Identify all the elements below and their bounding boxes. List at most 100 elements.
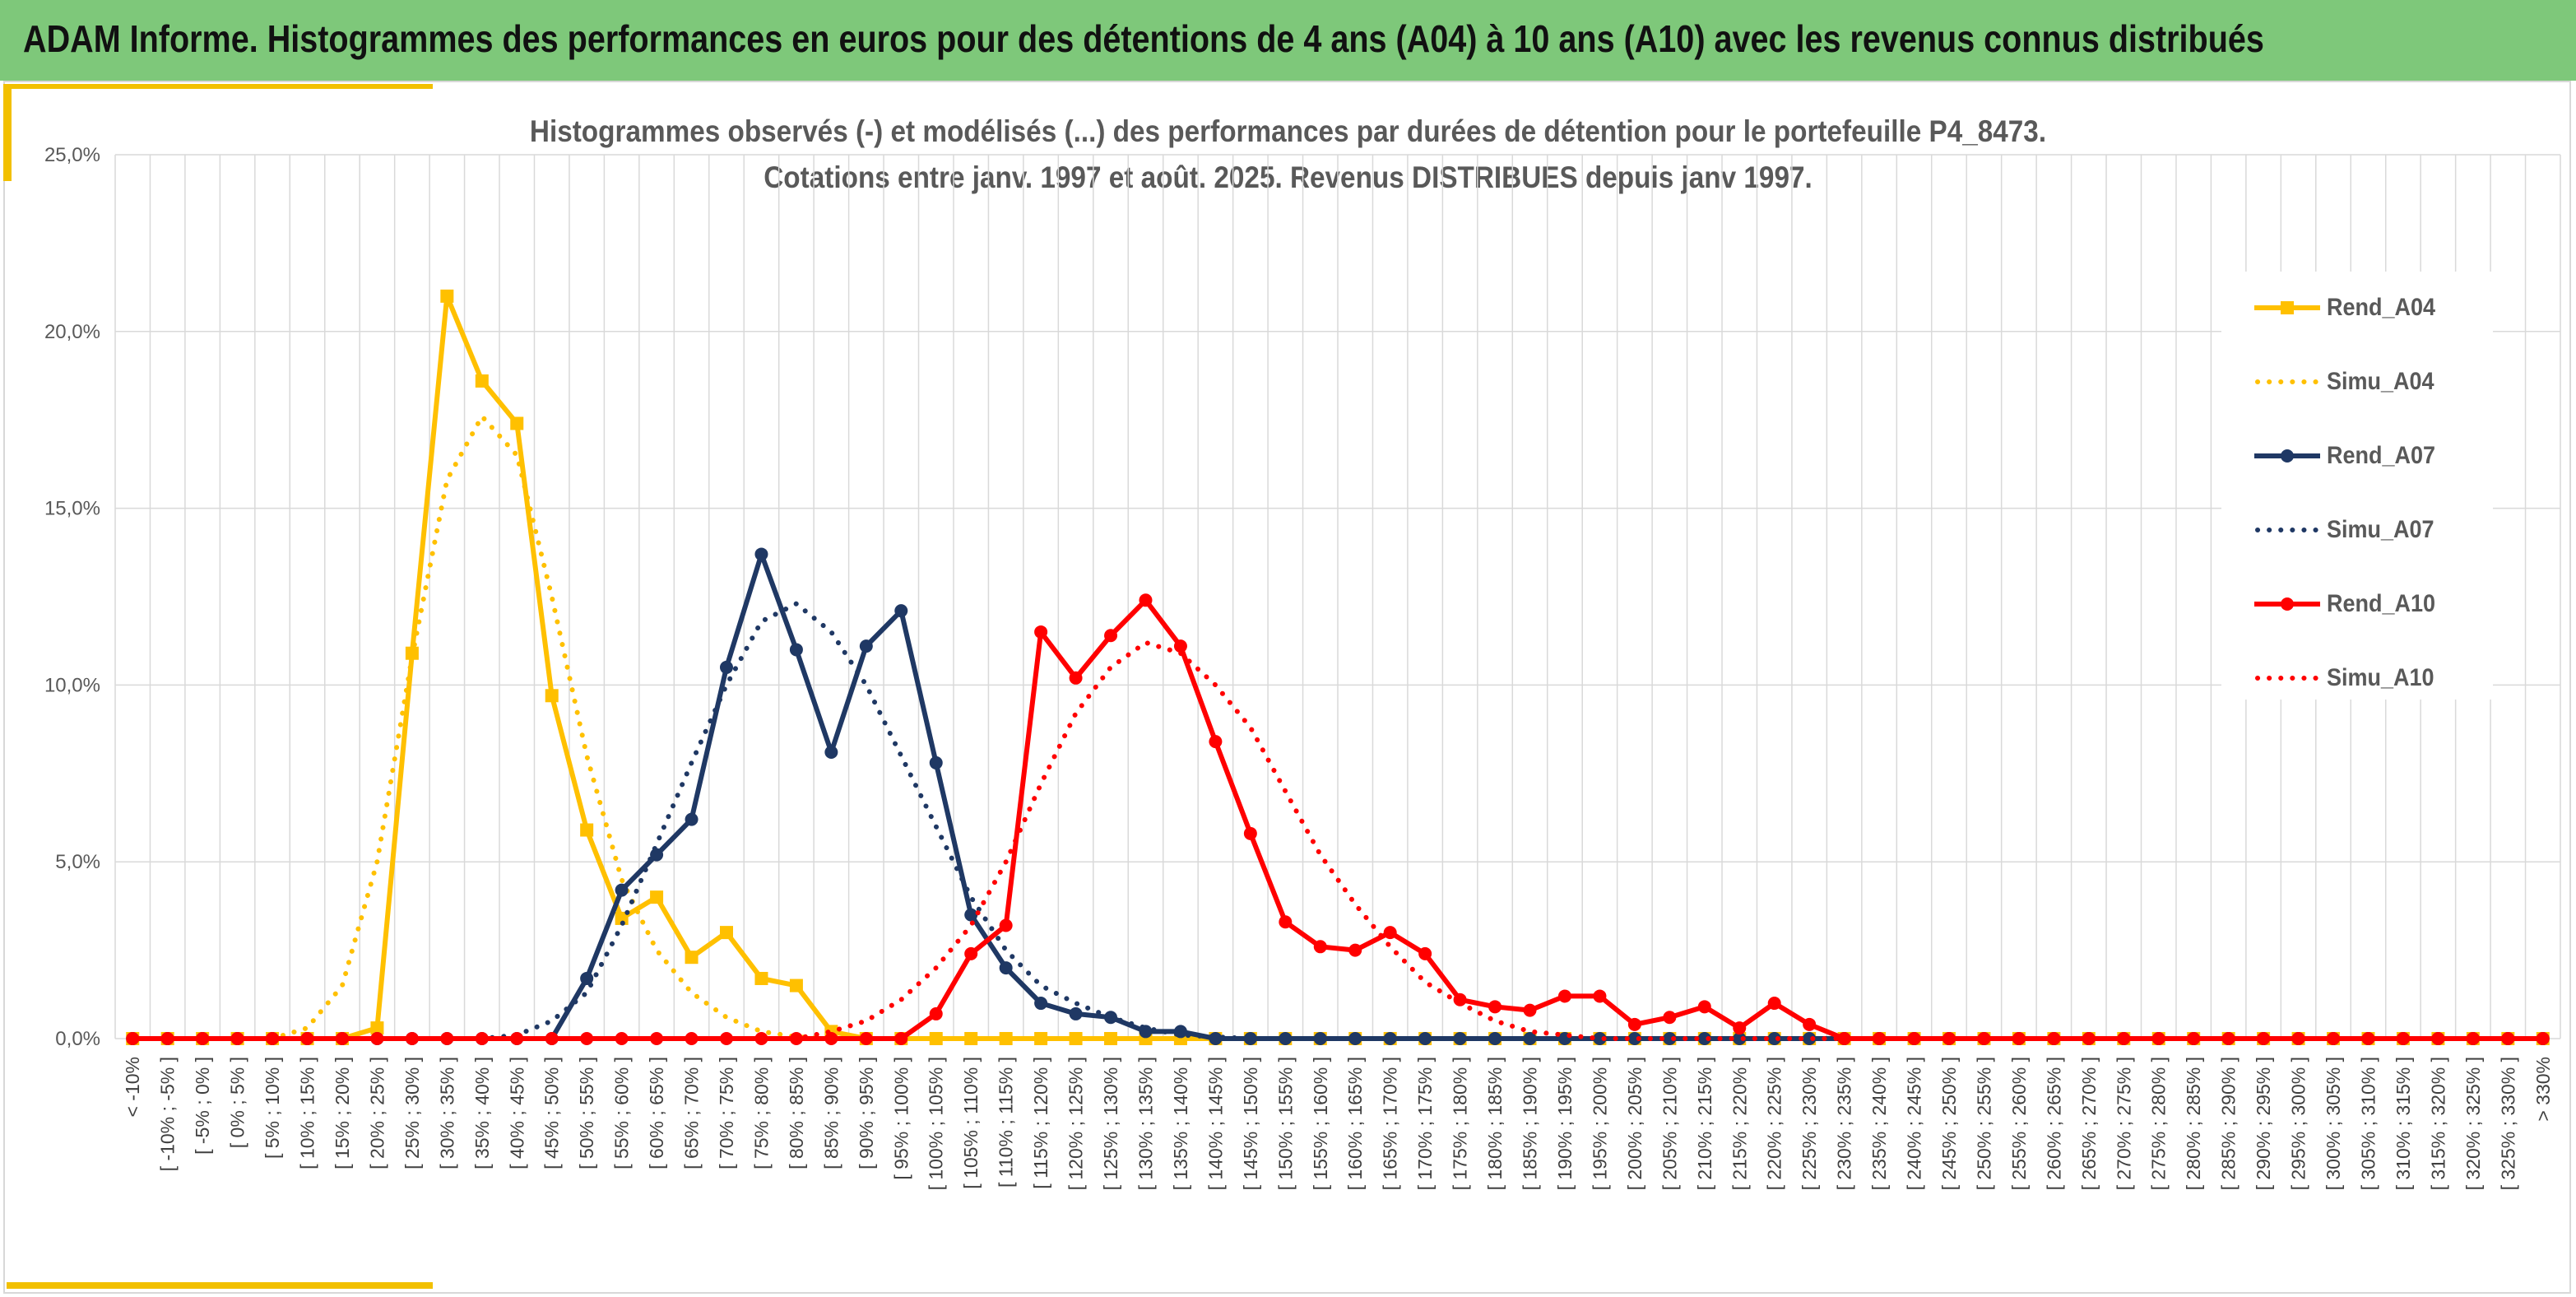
series-line-rend-a10 [132,597,2543,1041]
data-point [964,946,978,960]
x-tick-label: [ 65% ; 70% ] [681,1057,703,1169]
x-tick-label: [ 115% ; 120% ] [1030,1057,1051,1189]
x-tick-label: [ 170% ; 175% ] [1414,1057,1436,1190]
x-tick-label: [ 135% ; 140% ] [1170,1057,1191,1190]
data-point [1697,1000,1711,1014]
x-tick-label: [ 75% ; 80% ] [750,1057,772,1169]
legend-label: Simu_A07 [2327,516,2434,543]
report-title: ADAM Informe. Histogrammes des performan… [23,17,2264,60]
data-point [2536,1032,2550,1045]
data-point [789,643,803,657]
chart-legend: Rend_A04 Simu_A04 Rend_A07 Simu_A07 Rend… [2221,272,2493,700]
data-point [1069,1006,1083,1020]
x-tick-label: [ 155% ; 160% ] [1310,1057,1331,1190]
y-tick-label: 20,0% [44,321,100,343]
data-point [1279,1032,1293,1045]
legend-label: Simu_A04 [2327,368,2434,395]
data-point [1313,1032,1327,1045]
x-tick-label: [ 280% ; 285% ] [2183,1057,2204,1190]
data-point [2012,1032,2026,1045]
x-tick-label: [ 60% ; 65% ] [646,1057,667,1169]
data-point [929,1032,943,1045]
legend-item-simu-a10: Simu_A10 [2254,662,2446,695]
legend-swatch-rend-a07 [2254,449,2320,463]
data-point [1942,1032,1956,1045]
data-point [1733,1021,1747,1035]
data-point [1034,1032,1048,1045]
data-point [440,289,454,303]
accent-bar-left [3,84,12,181]
chart-frame [3,81,2571,1294]
accent-bar-top [7,84,433,89]
x-tick-label: [ 290% ; 295% ] [2253,1057,2274,1190]
x-tick-label: [ 225% ; 230% ] [1799,1057,1820,1190]
data-point [1069,1032,1083,1045]
x-tick-label: [ 165% ; 170% ] [1380,1057,1401,1190]
y-tick-label: 10,0% [44,674,100,696]
data-point [1907,1032,1921,1045]
data-point [1453,993,1467,1006]
x-tick-label: [ 215% ; 220% ] [1729,1057,1750,1190]
legend-label: Rend_A10 [2327,590,2436,617]
data-point [964,1032,978,1045]
legend-label: Rend_A04 [2327,294,2436,321]
data-point [1697,1032,1711,1045]
x-tick-label: [ 120% ; 125% ] [1065,1057,1087,1190]
data-point [1627,1032,1641,1045]
x-tick-label: [ -5% ; 0% ] [192,1057,213,1155]
x-tick-label: [ 295% ; 300% ] [2288,1057,2309,1190]
data-point [1383,926,1397,940]
legend-swatch-rend-a10 [2254,597,2320,611]
data-point [1627,1017,1641,1031]
data-point [1034,997,1048,1011]
x-tick-label: > 330% [2532,1057,2554,1122]
data-point [1104,629,1118,643]
x-tick-label: [ 305% ; 310% ] [2357,1057,2379,1190]
chart-title: Histogrammes observés (-) et modélisés (… [0,109,2576,201]
x-tick-label: [ 80% ; 85% ] [786,1057,807,1169]
data-point [789,979,803,993]
data-point [580,823,594,837]
data-point [650,890,664,904]
x-tick-label: [ 105% ; 110% ] [960,1057,982,1189]
data-point [720,926,733,940]
legend-item-simu-a04: Simu_A04 [2254,365,2446,398]
x-tick-label: [ 255% ; 260% ] [2008,1057,2030,1190]
data-point [1837,1032,1851,1045]
x-tick-label: [ 85% ; 90% ] [820,1057,842,1169]
data-point [1383,1032,1397,1045]
x-tick-label: [ 150% ; 155% ] [1274,1057,1296,1190]
data-point [1767,1032,1781,1045]
data-point [999,918,1013,932]
x-tick-label: [ 35% ; 40% ] [471,1057,493,1169]
data-point [2047,1032,2061,1045]
data-point [685,812,699,826]
x-tick-label: [ 160% ; 165% ] [1344,1057,1366,1190]
legend-swatch-simu-a10 [2255,676,2320,681]
data-point [824,1032,838,1045]
x-tick-label: [ 95% ; 100% ] [890,1057,912,1180]
data-point [999,961,1013,975]
data-point [405,646,419,660]
legend-swatch-simu-a07 [2255,528,2320,532]
x-tick-label: [ 250% ; 255% ] [1973,1057,1994,1190]
x-tick-label: [ 175% ; 180% ] [1450,1057,1471,1190]
chart-title-line-2: Cotations entre janv. 1997 et août. 2025… [764,160,1812,194]
data-point [1139,593,1153,607]
data-point [685,951,699,965]
x-tick-label: [ 70% ; 75% ] [716,1057,737,1169]
chart-title-line-1: Histogrammes observés (-) et modélisés (… [529,114,2047,148]
x-tick-label: [ 110% ; 115% ] [996,1057,1017,1188]
x-tick-label: < -10% [122,1057,143,1118]
x-tick-label: [ 275% ; 280% ] [2148,1057,2170,1190]
data-point [999,1032,1013,1045]
x-tick-label: [ 260% ; 265% ] [2043,1057,2064,1190]
data-point [1418,1032,1432,1045]
x-tick-label: [ 30% ; 35% ] [436,1057,457,1169]
data-point [615,883,629,897]
data-point [615,911,629,925]
data-point [1243,826,1257,840]
data-point [1348,1032,1362,1045]
x-tick-label: [ 20% ; 25% ] [366,1057,388,1169]
x-tick-label: [ 310% ; 315% ] [2393,1057,2414,1190]
